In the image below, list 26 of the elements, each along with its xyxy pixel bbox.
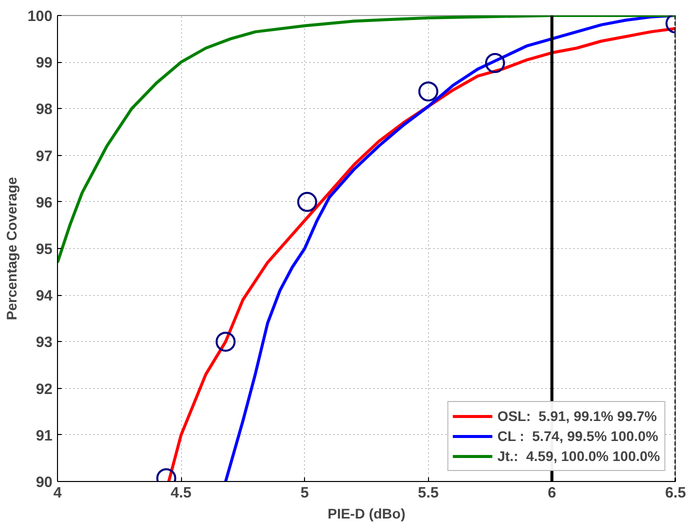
x-axis-title: PIE-D (dBo) <box>328 506 406 522</box>
legend-label: OSL: 5.91, 99.1% 99.7% <box>497 408 657 424</box>
y-tick-label: 93 <box>36 334 53 352</box>
y-tick-label: 97 <box>36 148 53 165</box>
x-tick-label: 4 <box>53 484 62 502</box>
point <box>297 192 318 212</box>
y-tick-label: 99 <box>36 54 53 72</box>
x-tick-label: 4.5 <box>170 484 192 502</box>
x-tick-label: 5 <box>300 484 309 502</box>
point <box>485 53 506 74</box>
y-tick-label: 91 <box>36 427 53 444</box>
line-series <box>58 16 676 264</box>
point <box>418 81 438 102</box>
y-tick-label: 100 <box>27 8 53 25</box>
y-tick-label: 92 <box>36 380 53 398</box>
y-tick-label: 98 <box>36 101 53 118</box>
legend-label: CL : 5.74, 99.5% 100.0% <box>497 428 658 444</box>
x-tick-label: 5.5 <box>418 484 439 502</box>
y-tick-label: 95 <box>36 241 53 258</box>
y-tick-label: 94 <box>36 288 54 305</box>
y-tick-label: 90 <box>36 474 53 491</box>
legend-label: Jt.: 4.59, 100.0% 100.0% <box>497 448 660 464</box>
y-axis-title: Percentage Coverage <box>3 176 20 320</box>
y-tick-label: 96 <box>36 194 53 212</box>
x-tick-label: 6.5 <box>665 484 686 502</box>
x-tick-label: 6 <box>548 484 556 502</box>
